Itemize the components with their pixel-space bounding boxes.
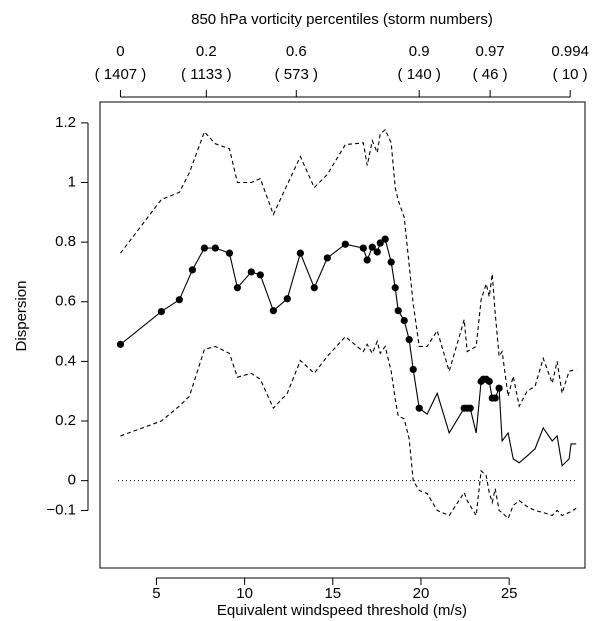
x2-tick-label: 0.994 — [551, 43, 589, 60]
data-point — [310, 284, 318, 292]
y-tick-label: 0.6 — [55, 293, 76, 310]
y-tick-label: 1.2 — [55, 114, 76, 131]
y-tick-label: 1 — [68, 173, 76, 190]
x-tick-label: 25 — [501, 585, 518, 602]
x2-tick-sublabel: ( 573 ) — [275, 66, 318, 83]
data-point — [175, 296, 183, 304]
series-line — [120, 238, 577, 467]
data-point — [391, 284, 399, 292]
x-tick-label: 5 — [152, 585, 160, 602]
x2-tick-sublabel: ( 1133 ) — [181, 66, 232, 83]
data-point — [485, 377, 493, 385]
x-tick-label: 15 — [324, 585, 341, 602]
data-point — [269, 307, 277, 315]
y-tick-label: 0.2 — [55, 412, 76, 429]
y-tick-label: −0.1 — [46, 501, 76, 518]
data-point — [188, 266, 197, 274]
data-point — [247, 268, 255, 276]
data-point — [415, 404, 423, 412]
chart-title: 850 hPa vorticity percentiles (storm num… — [191, 11, 493, 28]
data-point — [211, 244, 219, 252]
data-point — [400, 316, 408, 325]
data-point — [409, 365, 417, 374]
data-point — [376, 239, 384, 247]
data-point — [116, 340, 125, 348]
x2-tick-label: 0.6 — [286, 43, 307, 60]
x-tick-label: 20 — [413, 585, 430, 602]
x-axis-label: Equivalent windspeed threshold (m/s) — [217, 602, 467, 619]
x2-tick-sublabel: ( 1407 ) — [95, 66, 147, 83]
x-tick-label: 10 — [236, 585, 253, 602]
x2-tick-sublabel: ( 10 ) — [553, 66, 588, 83]
data-point — [381, 235, 389, 243]
x2-tick-sublabel: ( 46 ) — [473, 66, 508, 83]
data-point — [359, 244, 367, 252]
data-point — [394, 307, 402, 315]
data-point — [296, 249, 304, 257]
data-point — [323, 254, 331, 262]
data-point — [157, 307, 165, 316]
data-point — [368, 243, 376, 251]
y-axis-label: Dispersion — [13, 281, 30, 352]
plot-frame — [99, 101, 586, 569]
y-tick-label: 0.4 — [55, 352, 76, 369]
x2-tick-label: 0.97 — [476, 43, 505, 60]
series-line — [120, 335, 577, 520]
data-point — [341, 240, 349, 248]
data-point — [387, 258, 395, 266]
x2-tick-label: 0 — [116, 43, 124, 60]
data-point — [363, 256, 371, 264]
data-point — [491, 394, 499, 402]
series-line — [120, 128, 577, 408]
data-point — [233, 284, 241, 292]
y-tick-label: 0 — [68, 472, 76, 489]
data-point — [405, 336, 413, 344]
data-point — [466, 404, 474, 412]
data-point — [283, 295, 291, 303]
data-point — [373, 248, 381, 256]
y-tick-label: 0.8 — [55, 233, 76, 250]
x2-tick-label: 0.2 — [196, 43, 217, 60]
x2-tick-sublabel: ( 140 ) — [398, 66, 441, 83]
data-point — [256, 271, 264, 279]
data-point — [200, 244, 209, 252]
x2-tick-label: 0.9 — [409, 43, 430, 60]
data-point — [495, 384, 503, 392]
data-point — [225, 249, 234, 257]
